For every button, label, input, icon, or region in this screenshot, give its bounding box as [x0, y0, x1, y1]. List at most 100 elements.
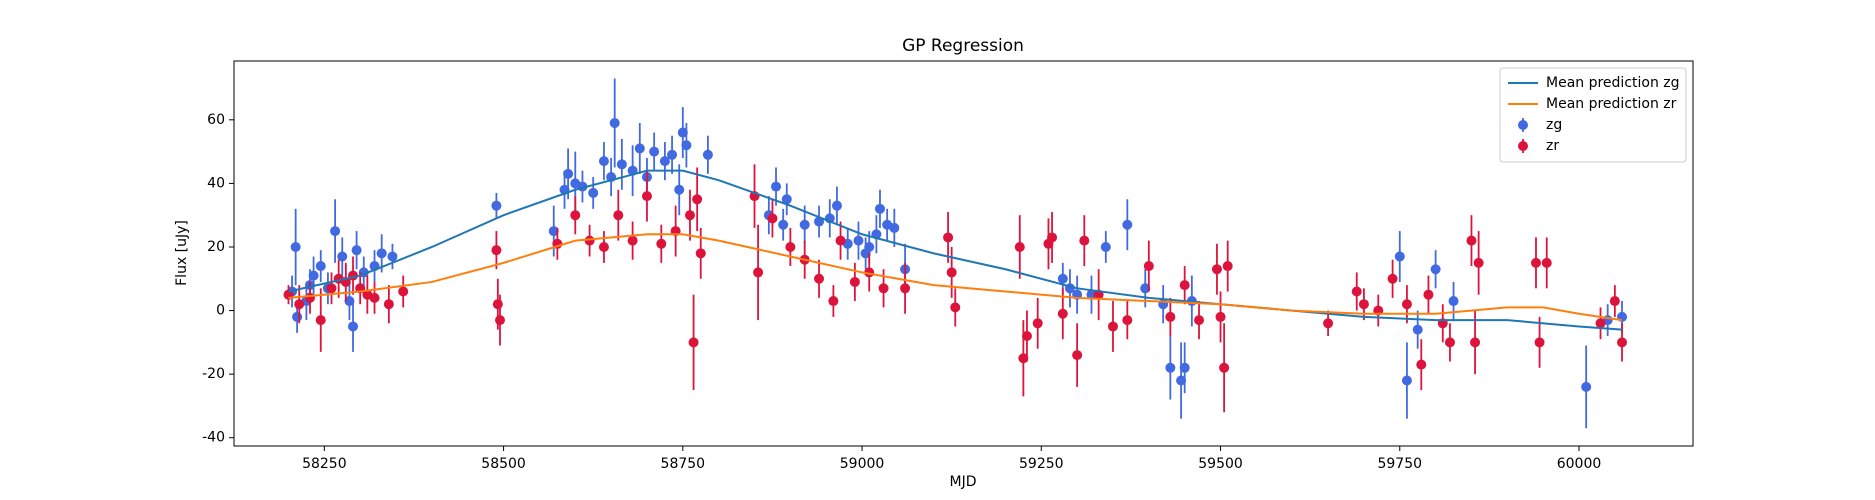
- data-point: [1215, 311, 1226, 322]
- legend: Mean prediction zg Mean prediction zr zg zr: [1499, 67, 1687, 163]
- data-point: [684, 210, 695, 221]
- data-point: [950, 302, 961, 313]
- data-point: [369, 292, 380, 303]
- data-point: [785, 241, 796, 252]
- data-point: [1057, 273, 1068, 284]
- x-tick-label: 59250: [1019, 456, 1064, 472]
- data-point: [609, 117, 620, 128]
- legend-label: zg: [1546, 117, 1562, 133]
- data-point: [491, 245, 502, 256]
- data-point: [1079, 235, 1090, 246]
- data-point: [344, 296, 355, 307]
- data-point: [1179, 280, 1190, 291]
- data-point: [900, 283, 911, 294]
- x-tick-label: 59000: [840, 456, 885, 472]
- y-tick-label: -40: [202, 430, 225, 446]
- data-point: [326, 283, 337, 294]
- data-point: [492, 299, 503, 310]
- data-point: [563, 168, 574, 179]
- data-point: [1541, 257, 1552, 268]
- data-point: [641, 191, 652, 202]
- x-tick-label: 59500: [1198, 456, 1243, 472]
- legend-label: zr: [1546, 138, 1559, 154]
- data-point: [570, 210, 581, 221]
- x-tick-label: 60000: [1557, 456, 1602, 472]
- plot-frame: [233, 60, 1694, 447]
- data-point: [889, 222, 900, 233]
- data-point: [1534, 337, 1545, 348]
- data-point: [315, 315, 326, 326]
- data-point: [387, 251, 398, 262]
- data-point: [584, 235, 595, 246]
- data-point: [1466, 235, 1477, 246]
- data-point: [1581, 381, 1592, 392]
- data-point: [828, 296, 839, 307]
- y-tick-label: 60: [207, 112, 225, 128]
- data-point: [376, 248, 387, 259]
- data-point: [1401, 299, 1412, 310]
- data-point: [1470, 337, 1481, 348]
- data-point: [681, 140, 692, 151]
- data-point: [1416, 359, 1427, 370]
- data-point: [383, 299, 394, 310]
- data-point: [294, 299, 305, 310]
- legend-marker: [1518, 120, 1528, 130]
- data-point: [1014, 241, 1025, 252]
- data-point: [1047, 232, 1058, 243]
- data-point: [330, 226, 341, 237]
- chart-title: GP Regression: [902, 36, 1024, 56]
- data-point: [674, 184, 685, 195]
- data-point: [849, 276, 860, 287]
- data-point: [692, 194, 703, 205]
- y-tick-label: 20: [207, 239, 225, 255]
- data-point: [1617, 337, 1628, 348]
- data-point: [308, 270, 319, 281]
- data-point: [348, 321, 359, 332]
- x-tick-label: 59750: [1377, 456, 1422, 472]
- data-point: [1394, 251, 1405, 262]
- data-point: [1323, 318, 1334, 329]
- data-point: [831, 200, 842, 211]
- data-point: [588, 187, 599, 198]
- x-tick-label: 58250: [302, 456, 347, 472]
- data-point: [1412, 324, 1423, 335]
- data-point: [778, 219, 789, 230]
- data-point: [613, 210, 624, 221]
- data-point: [656, 238, 667, 249]
- legend-label: Mean prediction zg: [1546, 75, 1680, 91]
- data-point: [688, 337, 699, 348]
- legend-box: [1499, 67, 1687, 163]
- data-point: [753, 267, 764, 278]
- data-point: [491, 200, 502, 211]
- data-point: [943, 232, 954, 243]
- data-point: [864, 241, 875, 252]
- data-point: [1351, 286, 1362, 297]
- data-point: [799, 219, 810, 230]
- data-point: [1179, 362, 1190, 373]
- data-point: [1219, 362, 1230, 373]
- data-point: [1107, 321, 1118, 332]
- y-tick-label: -20: [202, 366, 225, 382]
- data-point: [290, 241, 301, 252]
- data-point: [1387, 273, 1398, 284]
- data-point: [649, 146, 660, 157]
- data-point: [337, 251, 348, 262]
- data-point: [1057, 308, 1068, 319]
- data-point: [494, 315, 505, 326]
- data-point: [853, 235, 864, 246]
- data-point: [292, 311, 303, 322]
- data-point: [1444, 337, 1455, 348]
- data-point: [874, 203, 885, 214]
- data-point: [1100, 241, 1111, 252]
- y-tick-label: 0: [216, 303, 225, 319]
- x-tick-label: 58500: [481, 456, 526, 472]
- data-point: [1473, 257, 1484, 268]
- legend-label: Mean prediction zr: [1546, 96, 1677, 112]
- data-point: [814, 273, 825, 284]
- data-point: [1140, 283, 1151, 294]
- data-point: [548, 226, 559, 237]
- x-axis-label: MJD: [950, 474, 977, 490]
- data-point: [1401, 375, 1412, 386]
- data-point: [1122, 315, 1133, 326]
- data-point: [946, 267, 957, 278]
